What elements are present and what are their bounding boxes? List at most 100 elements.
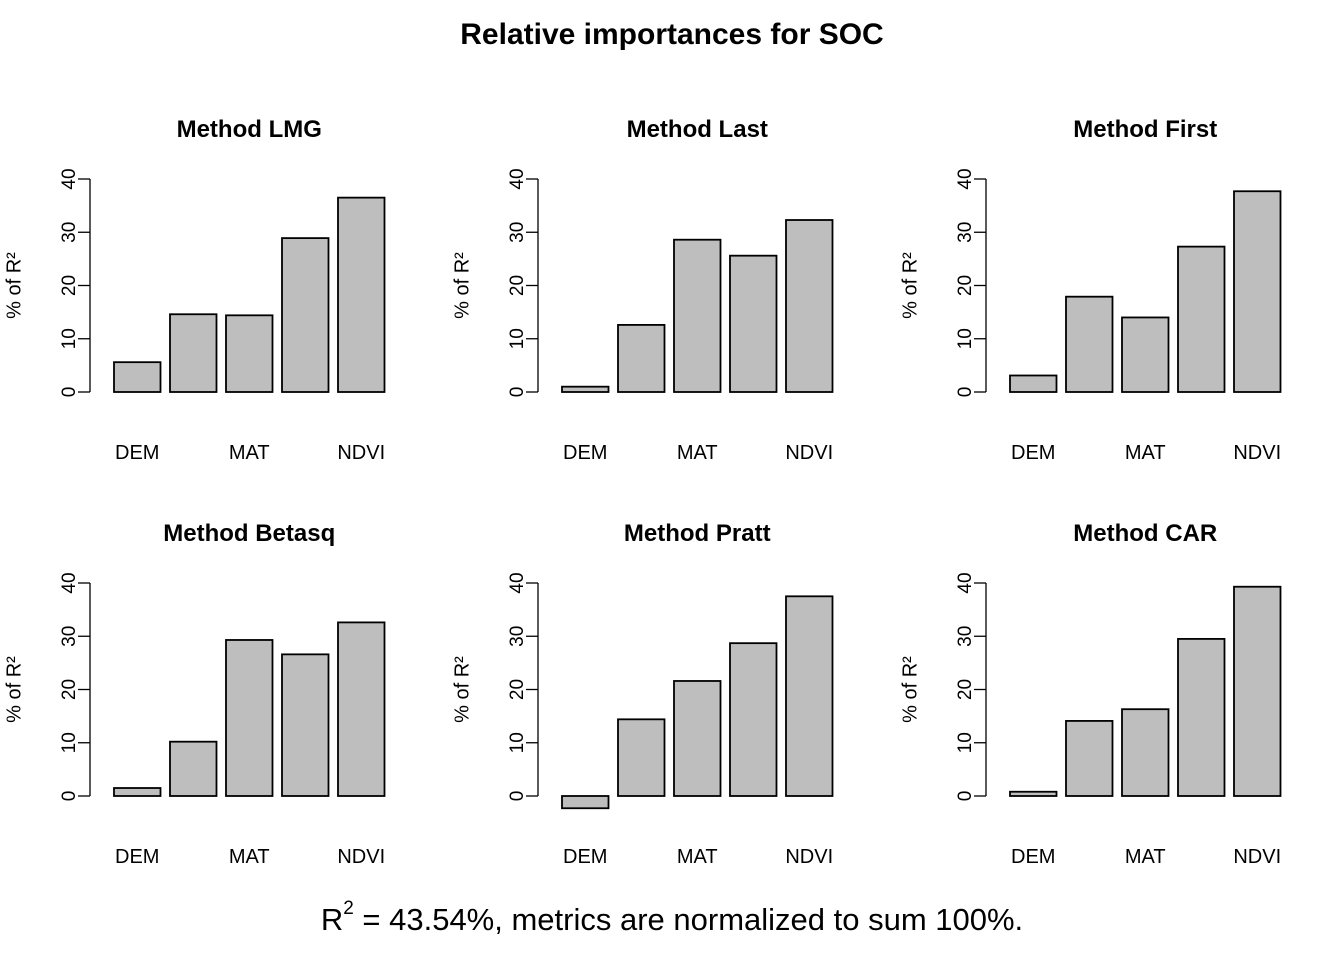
bar <box>617 718 666 797</box>
bar-panel: Method Betasq 0 10 20 30 40 % of R² DEM MAT NDVI <box>3 520 386 868</box>
y-tick-label: 20 <box>59 679 80 700</box>
x-tick-label: NDVI <box>1233 442 1281 464</box>
y-tick-label: 40 <box>955 572 976 593</box>
panel-title: Method Last <box>627 116 768 143</box>
bar <box>673 680 722 797</box>
bar <box>225 639 274 797</box>
y-tick-label: 40 <box>507 572 528 593</box>
x-tick-label: DEM <box>1011 846 1055 868</box>
bar <box>1121 316 1170 393</box>
bar <box>225 314 274 393</box>
y-tick-label: 10 <box>955 328 976 349</box>
y-tick-label: 10 <box>955 732 976 753</box>
bar <box>281 653 330 797</box>
y-tick-label: 0 <box>59 791 80 802</box>
x-tick-label: DEM <box>1011 442 1055 464</box>
chart-main-title: Relative importances for SOC <box>460 18 884 51</box>
y-tick-label: 30 <box>955 626 976 647</box>
bar-panel: Method Last 0 10 20 30 40 % of R² DEM MAT NDVI <box>451 116 834 464</box>
bar-panel: Method Pratt 0 10 20 30 40 % of R² DEM MAT NDVI <box>451 520 834 868</box>
bar <box>561 385 610 393</box>
panel-title: Method CAR <box>1073 520 1217 547</box>
bar <box>1009 374 1058 393</box>
y-tick-label: 0 <box>59 387 80 398</box>
bar <box>673 238 722 393</box>
bar <box>113 787 162 797</box>
bar <box>1233 585 1282 797</box>
bar <box>1121 708 1170 797</box>
y-tick-label: 40 <box>507 168 528 189</box>
panel-title: Method Betasq <box>163 520 335 547</box>
bar <box>1009 790 1058 797</box>
x-tick-label: NDVI <box>337 442 385 464</box>
y-tick-label: 10 <box>59 328 80 349</box>
x-tick-label: MAT <box>229 442 270 464</box>
bar <box>729 254 778 393</box>
bar <box>1065 720 1114 797</box>
bar <box>785 219 834 393</box>
y-axis-label: % of R² <box>3 252 25 319</box>
y-tick-label: 20 <box>955 679 976 700</box>
y-axis-label: % of R² <box>899 252 921 319</box>
x-tick-label: NDVI <box>337 846 385 868</box>
x-tick-label: MAT <box>1125 442 1166 464</box>
bar-panel: Method First 0 10 20 30 40 % of R² DEM MAT NDVI <box>899 116 1282 464</box>
y-tick-label: 0 <box>507 387 528 398</box>
bar <box>169 740 218 797</box>
bar <box>1177 245 1226 393</box>
bar <box>617 324 666 393</box>
bar <box>729 642 778 797</box>
x-tick-label: NDVI <box>785 442 833 464</box>
x-tick-label: MAT <box>1125 846 1166 868</box>
y-tick-label: 30 <box>507 222 528 243</box>
y-tick-label: 20 <box>507 275 528 296</box>
y-tick-label: 0 <box>955 387 976 398</box>
x-tick-label: MAT <box>677 846 718 868</box>
bar <box>337 196 386 393</box>
y-axis-label: % of R² <box>899 656 921 723</box>
x-tick-label: MAT <box>677 442 718 464</box>
footnote: R2 = 43.54%, metrics are normalized to s… <box>0 898 1344 938</box>
y-tick-label: 40 <box>59 572 80 593</box>
footnote-r: R <box>320 902 344 937</box>
y-tick-label: 30 <box>59 626 80 647</box>
bar <box>561 795 610 810</box>
bar <box>1177 638 1226 797</box>
bar <box>281 237 330 393</box>
panel-title: Method LMG <box>177 116 322 143</box>
panel-title: Method Pratt <box>624 520 771 547</box>
x-tick-label: NDVI <box>1233 846 1281 868</box>
y-tick-label: 40 <box>59 168 80 189</box>
y-tick-label: 10 <box>507 732 528 753</box>
x-tick-label: DEM <box>563 442 607 464</box>
y-tick-label: 10 <box>507 328 528 349</box>
bar <box>113 361 162 393</box>
y-tick-label: 20 <box>507 679 528 700</box>
x-tick-label: NDVI <box>785 846 833 868</box>
y-tick-label: 30 <box>59 222 80 243</box>
y-tick-label: 40 <box>955 168 976 189</box>
x-tick-label: DEM <box>563 846 607 868</box>
y-tick-label: 30 <box>955 222 976 243</box>
bar <box>785 595 834 797</box>
y-axis-label: % of R² <box>451 656 473 723</box>
y-tick-label: 0 <box>507 791 528 802</box>
bar <box>169 313 218 393</box>
bar <box>1233 190 1282 393</box>
y-tick-label: 10 <box>59 732 80 753</box>
y-axis-label: % of R² <box>3 656 25 723</box>
x-tick-label: DEM <box>115 846 159 868</box>
y-tick-label: 20 <box>59 275 80 296</box>
y-tick-label: 20 <box>955 275 976 296</box>
panel-title: Method First <box>1073 116 1217 143</box>
bar <box>337 621 386 797</box>
y-tick-label: 30 <box>507 626 528 647</box>
x-tick-label: MAT <box>229 846 270 868</box>
y-tick-label: 0 <box>955 791 976 802</box>
bar-panel: Method CAR 0 10 20 30 40 % of R² DEM MAT NDVI <box>899 520 1282 868</box>
footnote-text: = 43.54%, metrics are normalized to sum … <box>353 902 1024 937</box>
bar <box>1065 295 1114 393</box>
footnote-superscript: 2 <box>343 898 354 919</box>
bar-panel: Method LMG 0 10 20 30 40 % of R² DEM MAT NDVI <box>3 116 386 464</box>
